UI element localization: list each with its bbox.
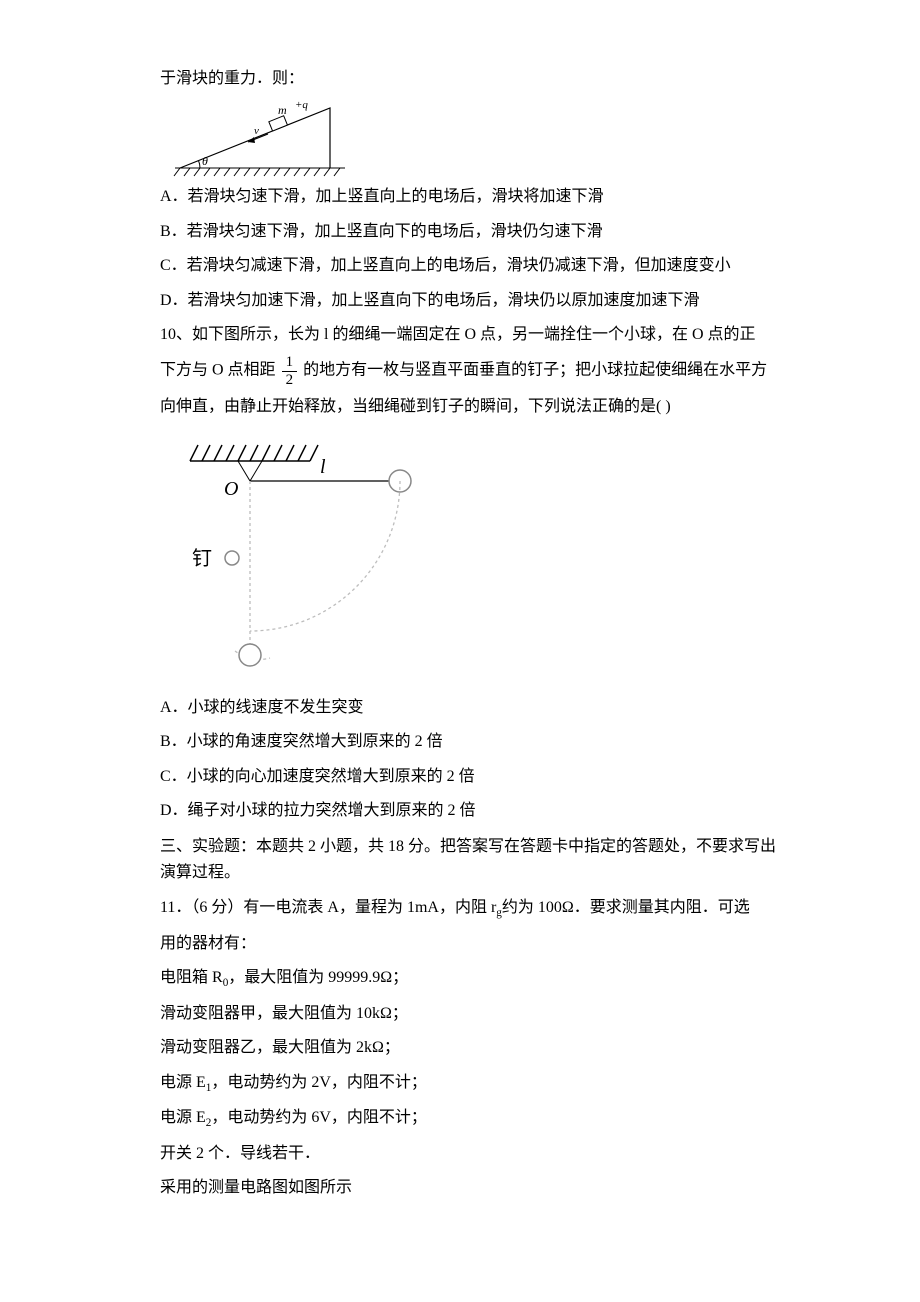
q11-stem-line2: 用的器材有： [160, 929, 780, 959]
svg-text:O: O [224, 478, 238, 500]
q10-diagram: O l 钉 [160, 433, 780, 683]
q10-stem2-post: 的地方有一枚与竖直平面垂直的钉子；把小球拉起使细绳在水平方 [303, 362, 767, 379]
q9-tail: 于滑块的重力．则： [160, 64, 780, 94]
q10-stem-line1: 10、如下图所示，长为 l 的细绳一端固定在 O 点，另一端拴住一个小球，在 O… [160, 320, 780, 350]
q11-r0-pre: 电阻箱 R [160, 969, 223, 986]
svg-text:θ: θ [202, 154, 208, 168]
q11-slider1: 滑动变阻器甲，最大阻值为 10kΩ； [160, 999, 780, 1029]
q11-e1-post: ，电动势约为 2V，内阻不计； [211, 1074, 427, 1091]
q9-opt-c: C．若滑块匀减速下滑，加上竖直向上的电场后，滑块仍减速下滑，但加速度变小 [160, 251, 780, 281]
q10-stem-line3: 向伸直，由静止开始释放，当细绳碰到钉子的瞬间，下列说法正确的是( ) [160, 392, 780, 422]
q10-opt-b: B．小球的角速度突然增大到原来的 2 倍 [160, 727, 780, 757]
q10-stem2-pre: 下方与 O 点相距 [160, 362, 276, 379]
q10-fraction: 1 2 [282, 354, 298, 388]
q9-opt-a: A．若滑块匀速下滑，加上竖直向上的电场后，滑块将加速下滑 [160, 182, 780, 212]
q11-last: 采用的测量电路图如图所示 [160, 1173, 780, 1203]
q9-diagram: θ m +q v [160, 98, 780, 178]
q10-opt-a: A．小球的线速度不发生突变 [160, 693, 780, 723]
q11-stem1-post: 约为 100Ω．要求测量其内阻．可选 [502, 899, 750, 916]
q11-e2-pre: 电源 E [160, 1109, 206, 1126]
q10-opt-c: C．小球的向心加速度突然增大到原来的 2 倍 [160, 762, 780, 792]
q10-opt-d: D．绳子对小球的拉力突然增大到原来的 2 倍 [160, 796, 780, 826]
q9-opt-b: B．若滑块匀速下滑，加上竖直向下的电场后，滑块仍匀速下滑 [160, 217, 780, 247]
q10-frac-den: 2 [282, 372, 298, 389]
page-root: 于滑块的重力．则： [0, 0, 920, 1302]
q11-e1-pre: 电源 E [160, 1074, 206, 1091]
svg-text:+q: +q [295, 99, 308, 111]
q10-stem-line2: 下方与 O 点相距 1 2 的地方有一枚与竖直平面垂直的钉子；把小球拉起使细绳在… [160, 354, 780, 388]
section3-heading: 三、实验题：本题共 2 小题，共 18 分。把答案写在答题卡中指定的答题处，不要… [160, 834, 780, 885]
svg-text:m: m [278, 103, 287, 117]
q11-slider2: 滑动变阻器乙，最大阻值为 2kΩ； [160, 1033, 780, 1063]
svg-text:v: v [254, 125, 259, 137]
q11-r0: 电阻箱 R0，最大阻值为 99999.9Ω； [160, 963, 780, 994]
q11-stem-line1: 11．（6 分）有一电流表 A，量程为 1mA，内阻 rg约为 100Ω．要求测… [160, 893, 780, 924]
q9-opt-d: D．若滑块匀加速下滑，加上竖直向下的电场后，滑块仍以原加速度加速下滑 [160, 286, 780, 316]
q11-stem1-pre: 11．（6 分）有一电流表 A，量程为 1mA，内阻 r [160, 899, 496, 916]
q11-e2-post: ，电动势约为 6V，内阻不计； [211, 1109, 427, 1126]
q11-r0-post: ，最大阻值为 99999.9Ω； [228, 969, 408, 986]
q10-frac-num: 1 [282, 354, 298, 372]
q11-e2: 电源 E2，电动势约为 6V，内阻不计； [160, 1103, 780, 1134]
q11-e1: 电源 E1，电动势约为 2V，内阻不计； [160, 1068, 780, 1099]
q11-switch: 开关 2 个．导线若干． [160, 1139, 780, 1169]
svg-text:l: l [320, 456, 326, 478]
svg-text:钉: 钉 [192, 547, 212, 570]
